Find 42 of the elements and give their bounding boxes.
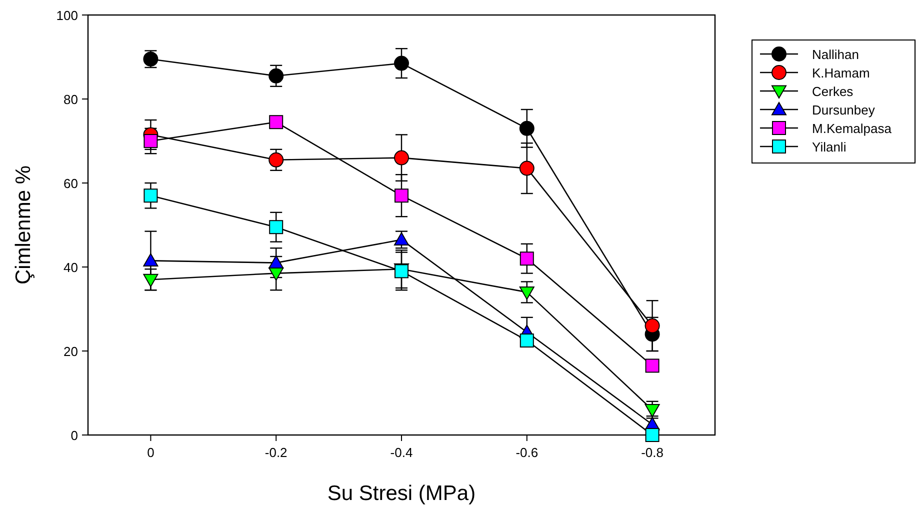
y-tick-label: 60 [64,176,78,191]
point [144,134,158,148]
point [394,56,409,71]
y-axis-title: Çimlenme % [12,165,35,285]
x-tick-label: -0.4 [390,445,413,460]
x-tick-label: -0.8 [641,445,664,460]
x-axis-title: Su Stresi (MPa) [327,482,476,505]
legend-label: Yilanli [812,140,846,154]
point [520,334,534,348]
legend-label: Cerkes [812,84,854,99]
point [644,404,660,418]
point [394,150,409,166]
legend-label: Nallihan [812,47,859,62]
point [143,274,158,288]
point [268,152,284,168]
point [268,68,284,84]
point [269,220,284,234]
y-tick-label: 20 [64,344,78,359]
point [394,232,409,246]
point [519,120,534,136]
legend-label: M.Kemalpasa [812,121,892,136]
point [269,115,284,130]
point [519,160,534,176]
x-tick-label: 0 [147,445,154,460]
point [645,358,660,373]
point [394,188,408,203]
x-tick-label: -0.2 [264,445,288,460]
y-tick-label: 100 [56,8,78,23]
point [519,286,534,300]
legend-label: Dursunbey [812,102,876,118]
y-tick-label: 80 [64,92,78,107]
point [520,252,534,266]
y-tick-label: 40 [64,260,78,275]
point [644,318,660,334]
point [268,255,284,269]
y-tick-label: 0 [70,428,78,443]
point [268,268,284,281]
point [645,428,660,442]
point [143,253,158,266]
point [144,188,158,203]
x-tick-label: -0.6 [516,445,538,460]
legend-label: K.Hamam [812,66,870,80]
